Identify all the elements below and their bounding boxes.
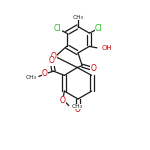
Text: O: O — [50, 52, 56, 61]
Text: O: O — [48, 56, 54, 65]
Text: CH₃: CH₃ — [72, 104, 83, 109]
Text: CH₃: CH₃ — [26, 75, 37, 80]
Text: O: O — [75, 105, 81, 114]
Text: O: O — [60, 96, 66, 105]
Text: O: O — [42, 69, 48, 78]
Text: O: O — [91, 64, 97, 73]
Text: Cl: Cl — [54, 24, 61, 33]
Text: Cl: Cl — [95, 24, 102, 33]
Text: CH₃: CH₃ — [72, 15, 84, 20]
Text: OH: OH — [101, 45, 112, 51]
